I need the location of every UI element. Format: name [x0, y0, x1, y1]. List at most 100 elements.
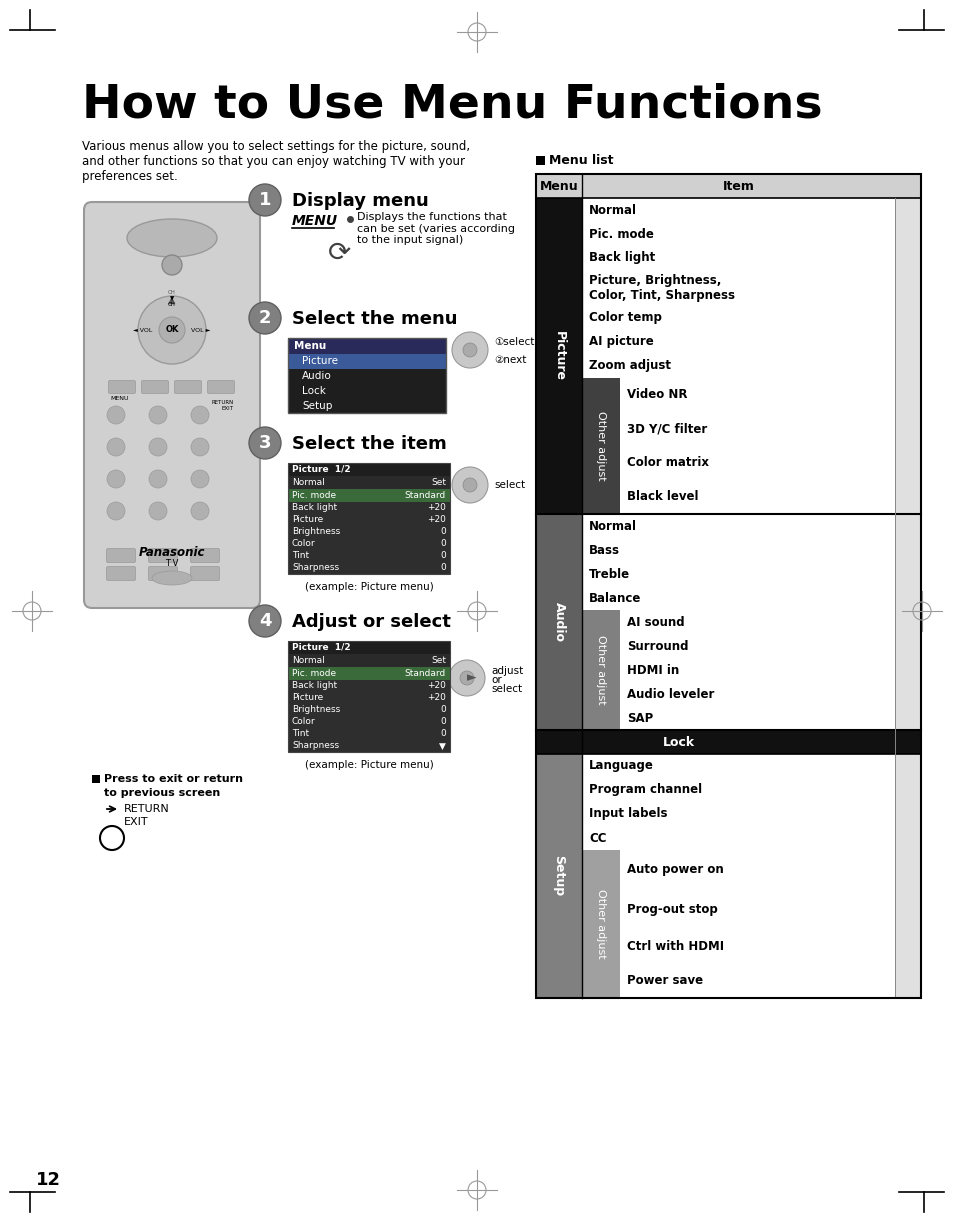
- Bar: [288, 704, 450, 716]
- FancyBboxPatch shape: [84, 202, 260, 609]
- FancyBboxPatch shape: [191, 549, 219, 562]
- Text: HDMI in: HDMI in: [626, 664, 679, 677]
- Bar: [894, 930, 920, 964]
- Text: Lock: Lock: [302, 386, 326, 396]
- Bar: [536, 174, 920, 198]
- Text: Pic. mode: Pic. mode: [292, 491, 335, 500]
- Text: 4: 4: [258, 612, 271, 631]
- Text: AI sound: AI sound: [626, 616, 684, 628]
- Circle shape: [159, 316, 185, 343]
- Text: Standard: Standard: [404, 668, 446, 678]
- Bar: [288, 525, 450, 538]
- Bar: [619, 890, 894, 930]
- Circle shape: [459, 671, 474, 686]
- Text: Video NR: Video NR: [626, 389, 687, 402]
- Text: ▲: ▲: [168, 295, 175, 306]
- Bar: [619, 378, 894, 412]
- Bar: [619, 851, 894, 890]
- Text: 2: 2: [258, 309, 271, 327]
- Bar: [581, 610, 619, 730]
- Text: AI picture: AI picture: [588, 336, 653, 348]
- Text: Select the item: Select the item: [292, 435, 446, 453]
- Text: Tint: Tint: [292, 730, 309, 738]
- Circle shape: [462, 478, 476, 492]
- Text: Prog-out stop: Prog-out stop: [626, 903, 717, 916]
- Circle shape: [107, 406, 125, 424]
- Text: Audio: Audio: [552, 602, 565, 642]
- FancyBboxPatch shape: [174, 380, 201, 393]
- Circle shape: [162, 255, 182, 275]
- Text: T V: T V: [165, 560, 178, 568]
- Text: MENU: MENU: [292, 214, 337, 229]
- Circle shape: [452, 332, 488, 368]
- Bar: [894, 306, 920, 330]
- Bar: [288, 463, 450, 574]
- Text: Tint: Tint: [292, 551, 309, 561]
- Bar: [619, 964, 894, 998]
- Circle shape: [191, 502, 209, 521]
- Text: Audio leveler: Audio leveler: [626, 688, 714, 700]
- Text: 0: 0: [439, 705, 446, 715]
- Text: Setup: Setup: [552, 855, 565, 897]
- Bar: [894, 330, 920, 354]
- Bar: [894, 754, 920, 778]
- Text: Auto power on: Auto power on: [626, 864, 723, 876]
- Bar: [619, 930, 894, 964]
- Bar: [288, 338, 446, 413]
- Text: ①select: ①select: [494, 337, 534, 347]
- Bar: [288, 384, 446, 398]
- Bar: [288, 463, 450, 477]
- Circle shape: [107, 437, 125, 456]
- Bar: [288, 514, 450, 525]
- Bar: [288, 654, 450, 667]
- Text: Press to exit or return: Press to exit or return: [104, 774, 243, 785]
- Circle shape: [249, 605, 281, 637]
- Text: select: select: [494, 480, 524, 490]
- Text: 0: 0: [439, 717, 446, 727]
- Bar: [581, 778, 894, 802]
- Bar: [536, 730, 920, 754]
- Text: Color temp: Color temp: [588, 312, 661, 325]
- Text: Display menu: Display menu: [292, 192, 428, 210]
- Bar: [894, 270, 920, 306]
- Bar: [581, 587, 894, 610]
- FancyBboxPatch shape: [191, 567, 219, 580]
- Text: Picture: Picture: [292, 694, 323, 703]
- Text: Treble: Treble: [588, 567, 630, 580]
- Bar: [894, 514, 920, 538]
- Text: Menu: Menu: [539, 180, 578, 193]
- Circle shape: [107, 502, 125, 521]
- Bar: [288, 716, 450, 728]
- Text: RETURN: RETURN: [124, 804, 170, 814]
- Text: Standard: Standard: [404, 491, 446, 500]
- Text: Input labels: Input labels: [588, 808, 667, 820]
- Circle shape: [249, 426, 281, 459]
- Text: Balance: Balance: [588, 591, 640, 605]
- Text: Program channel: Program channel: [588, 783, 701, 797]
- Text: Sharpness: Sharpness: [292, 742, 338, 750]
- Text: Bass: Bass: [588, 544, 619, 556]
- Bar: [581, 354, 894, 378]
- Circle shape: [249, 185, 281, 216]
- Circle shape: [191, 437, 209, 456]
- Bar: [894, 480, 920, 514]
- Bar: [894, 587, 920, 610]
- Text: 0: 0: [439, 730, 446, 738]
- Bar: [894, 657, 920, 682]
- Text: VOL ►: VOL ►: [192, 327, 211, 332]
- Circle shape: [191, 470, 209, 488]
- Bar: [619, 682, 894, 706]
- Bar: [536, 754, 581, 998]
- Text: Brightness: Brightness: [292, 705, 340, 715]
- Text: Picture: Picture: [302, 357, 337, 367]
- Bar: [288, 741, 450, 752]
- Text: Color matrix: Color matrix: [626, 457, 708, 469]
- Bar: [581, 562, 894, 587]
- Bar: [581, 826, 894, 851]
- Bar: [619, 480, 894, 514]
- Text: ◄ VOL: ◄ VOL: [133, 327, 152, 332]
- Text: Select the menu: Select the menu: [292, 310, 457, 327]
- Circle shape: [452, 467, 488, 503]
- Bar: [619, 610, 894, 634]
- Bar: [894, 802, 920, 826]
